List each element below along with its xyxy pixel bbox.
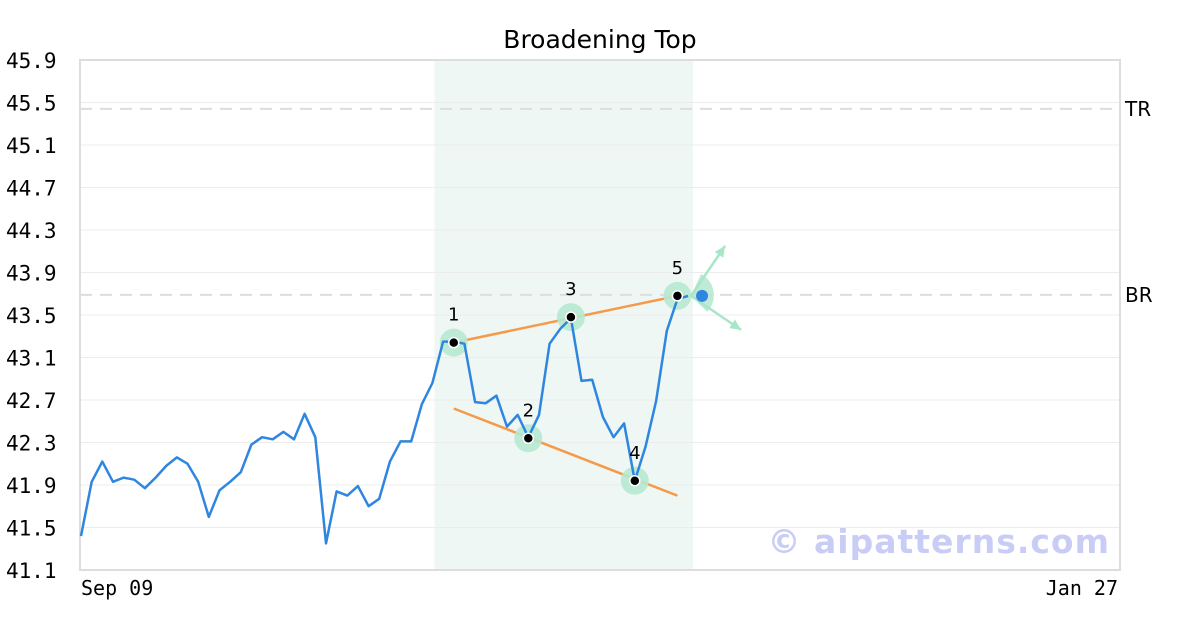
- pivot-points: 1 2 3 4 5: [448, 258, 684, 487]
- gridlines: [80, 59, 1120, 571]
- level-label: BR: [1125, 283, 1153, 307]
- pivot-dot: [629, 475, 641, 487]
- y-tick-label: 42.7: [6, 389, 57, 413]
- pivot-label: 5: [672, 258, 683, 279]
- y-tick-label: 41.5: [6, 517, 57, 541]
- pivot-dot: [448, 336, 460, 349]
- x-axis-ticks: Sep 09 Jan 27: [81, 576, 1118, 600]
- y-tick-label: 43.9: [6, 262, 57, 286]
- watermark: © aipatterns.com: [768, 522, 1110, 561]
- y-tick-label: 41.1: [6, 559, 57, 583]
- y-tick-label: 42.3: [6, 432, 57, 456]
- up-arrow-head: [714, 245, 726, 258]
- level-lines: TR BR: [80, 97, 1153, 307]
- y-tick-label: 45.1: [6, 134, 57, 158]
- y-tick-label: 43.1: [6, 347, 57, 371]
- x-tick-label: Jan 27: [1046, 576, 1118, 600]
- down-arrow-head: [729, 319, 742, 330]
- plot-frame: [79, 59, 1121, 571]
- pivot-label: 1: [448, 305, 459, 326]
- y-tick-label: 43.5: [6, 304, 57, 328]
- y-tick-label: 45.5: [6, 92, 57, 116]
- y-tick-label: 41.9: [6, 474, 57, 498]
- pivot-dot: [522, 432, 535, 444]
- y-axis-ticks: 41.1 41.5 41.9 42.3 42.7 43.1 43.5 43.9 44.3 44.7…: [6, 49, 57, 583]
- pivot-label: 2: [523, 400, 534, 421]
- y-tick-label: 44.7: [6, 177, 57, 201]
- chart-title: Broadening Top: [503, 25, 696, 54]
- price-line: [79, 294, 689, 545]
- current-price-dot: [696, 289, 709, 302]
- level-label: TR: [1124, 97, 1151, 121]
- pivot-label: 3: [565, 279, 576, 300]
- pivot-dot: [671, 290, 684, 302]
- y-tick-label: 44.3: [6, 219, 57, 243]
- y-tick-label: 45.9: [6, 49, 57, 73]
- x-tick-label: Sep 09: [81, 576, 153, 600]
- pivot-dot: [565, 311, 577, 323]
- breakout-arrows: [690, 245, 742, 331]
- pivot-label: 4: [629, 443, 640, 464]
